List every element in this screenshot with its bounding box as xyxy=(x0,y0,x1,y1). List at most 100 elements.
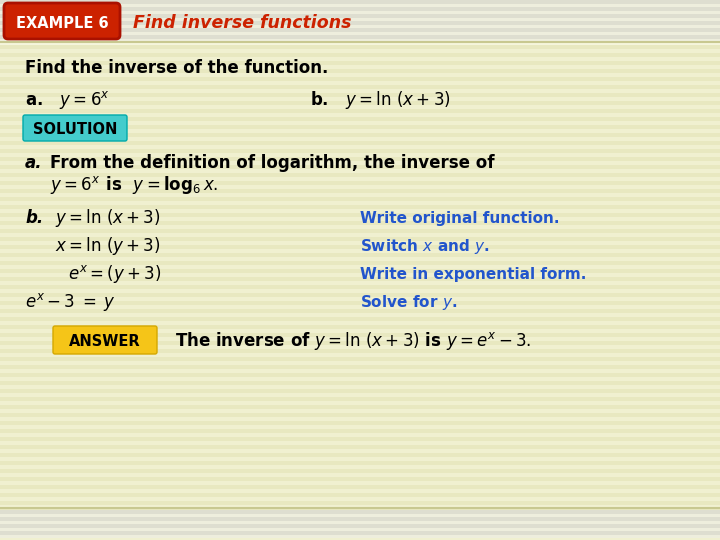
Bar xyxy=(0,113,720,117)
Bar xyxy=(0,225,720,229)
Bar xyxy=(0,157,720,161)
Bar xyxy=(0,213,720,217)
Text: $x = \ln\,(y + 3)$: $x = \ln\,(y + 3)$ xyxy=(55,235,161,257)
Bar xyxy=(0,281,720,285)
Bar xyxy=(0,329,720,333)
Bar xyxy=(0,201,720,205)
Bar xyxy=(0,17,720,21)
Bar xyxy=(0,513,720,517)
Bar xyxy=(0,49,720,53)
Bar xyxy=(0,185,720,189)
Bar xyxy=(0,321,720,325)
Bar xyxy=(0,524,720,528)
Bar xyxy=(0,293,720,297)
Bar xyxy=(0,105,720,109)
Bar xyxy=(0,365,720,369)
Bar xyxy=(0,361,720,365)
Bar xyxy=(0,401,720,405)
Text: Find the inverse of the function.: Find the inverse of the function. xyxy=(25,59,328,77)
Bar xyxy=(0,133,720,137)
Bar xyxy=(0,57,720,61)
Bar xyxy=(0,0,720,3)
Bar xyxy=(0,181,720,185)
FancyBboxPatch shape xyxy=(53,326,157,354)
Bar xyxy=(0,149,720,153)
Bar xyxy=(0,485,720,489)
Bar xyxy=(0,121,720,125)
Bar xyxy=(0,7,720,10)
Bar xyxy=(0,245,720,249)
Text: Find inverse functions: Find inverse functions xyxy=(133,14,351,32)
Bar xyxy=(0,165,720,169)
Text: $e^{x} - 3\; =\; y$: $e^{x} - 3\; =\; y$ xyxy=(25,291,116,313)
Bar xyxy=(0,101,720,105)
Bar xyxy=(0,10,720,14)
Bar xyxy=(0,237,720,241)
Bar xyxy=(0,85,720,89)
Bar xyxy=(0,381,720,385)
Bar xyxy=(0,441,720,445)
Bar xyxy=(0,505,720,509)
Bar xyxy=(0,325,720,329)
Text: is  $y=\mathbf{log}_{6}\,x.$: is $y=\mathbf{log}_{6}\,x.$ xyxy=(100,174,218,196)
Bar xyxy=(0,525,720,529)
Bar xyxy=(0,453,720,457)
Bar xyxy=(0,45,720,49)
Bar xyxy=(0,297,720,301)
Bar xyxy=(0,465,720,469)
Bar xyxy=(0,497,720,501)
Bar xyxy=(0,501,720,505)
Bar xyxy=(0,161,720,165)
Bar xyxy=(0,193,720,197)
Bar xyxy=(0,317,720,321)
Bar xyxy=(0,531,720,535)
Bar xyxy=(0,14,720,17)
Bar xyxy=(0,217,720,221)
Text: ANSWER: ANSWER xyxy=(69,334,141,348)
FancyBboxPatch shape xyxy=(23,115,127,141)
Bar xyxy=(0,353,720,357)
Bar xyxy=(0,469,720,473)
Bar xyxy=(0,341,720,345)
Bar xyxy=(0,429,720,433)
Bar xyxy=(0,77,720,81)
Text: EXAMPLE 6: EXAMPLE 6 xyxy=(16,16,108,30)
Bar xyxy=(0,137,720,141)
Bar xyxy=(0,221,720,225)
Bar xyxy=(0,241,720,245)
Bar xyxy=(0,109,720,113)
Bar xyxy=(0,233,720,237)
Bar xyxy=(0,457,720,461)
Bar xyxy=(0,261,720,265)
Bar xyxy=(0,345,720,349)
Bar xyxy=(0,349,720,353)
Bar xyxy=(0,265,720,269)
Bar xyxy=(0,537,720,540)
Bar xyxy=(0,333,720,337)
Bar xyxy=(0,521,720,525)
Bar xyxy=(0,417,720,421)
Bar xyxy=(0,301,720,305)
Text: The inverse of $y=\ln\,(x+3)$ is $y=e^{x}-3.$: The inverse of $y=\ln\,(x+3)$ is $y=e^{x… xyxy=(175,330,531,352)
Bar xyxy=(0,28,720,31)
Bar xyxy=(0,393,720,397)
Bar xyxy=(0,514,720,517)
Bar xyxy=(0,89,720,93)
Bar xyxy=(0,81,720,85)
Bar xyxy=(0,337,720,341)
Bar xyxy=(0,389,720,393)
Bar xyxy=(0,173,720,177)
Bar xyxy=(0,521,720,524)
Bar xyxy=(0,461,720,465)
Bar xyxy=(0,285,720,289)
Bar xyxy=(0,425,720,429)
Text: $y = \ln\,(x + 3)$: $y = \ln\,(x + 3)$ xyxy=(55,207,161,229)
Bar xyxy=(0,509,720,513)
Bar xyxy=(0,253,720,257)
Bar xyxy=(0,533,720,537)
Text: $y=6^{x}$: $y=6^{x}$ xyxy=(50,174,100,196)
Bar xyxy=(0,289,720,293)
Bar xyxy=(0,209,720,213)
Bar xyxy=(0,445,720,449)
Text: a.   $y=6^{x}$: a. $y=6^{x}$ xyxy=(25,89,110,111)
